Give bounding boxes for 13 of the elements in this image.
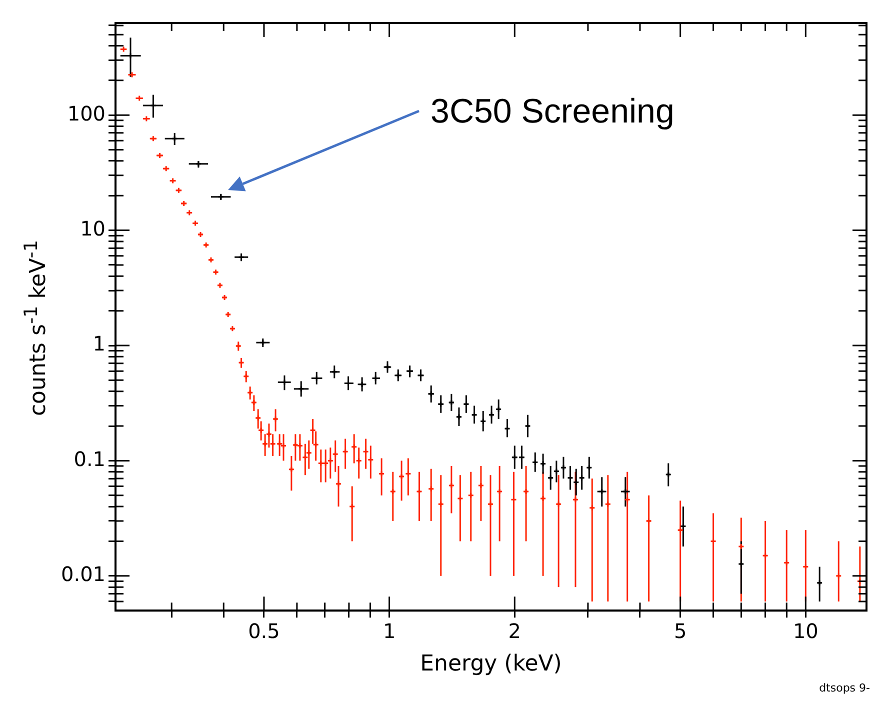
- y-tick-label: 0.1: [74, 446, 106, 471]
- x-tick-label: 5: [674, 618, 687, 643]
- y-tick-label: 0.01: [61, 562, 106, 586]
- x-tick-label: 10: [792, 618, 818, 643]
- x-tick-label: 0.5: [248, 618, 280, 643]
- y-tick-label: 100: [67, 101, 106, 126]
- text: dtsops 9-: [819, 681, 870, 694]
- annotation: 3C50 Screening: [430, 92, 674, 130]
- x-axis-title: Energy (keV): [420, 652, 562, 677]
- y-tick-label: 1: [92, 332, 106, 356]
- y-tick-label: 10: [80, 216, 106, 240]
- x-tick-label: 1: [382, 618, 396, 643]
- x-tick-label: 2: [508, 618, 522, 643]
